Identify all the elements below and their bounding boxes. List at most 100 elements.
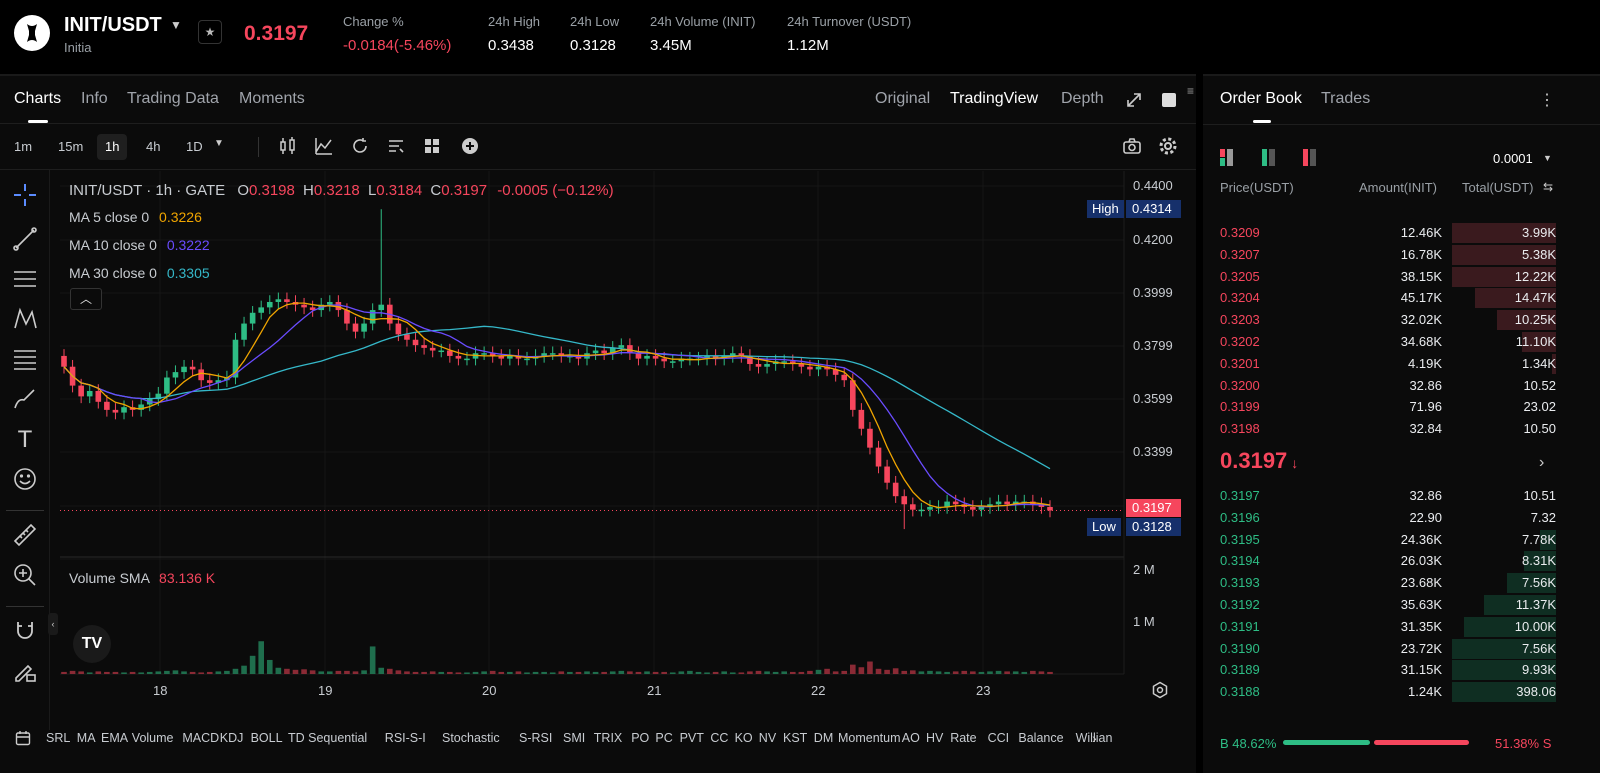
- timeframe-4h[interactable]: 4h: [146, 139, 161, 154]
- bid-row[interactable]: 0.3189 31.15K 9.93K: [1203, 659, 1600, 681]
- tradingview-logo-icon[interactable]: TV: [73, 625, 111, 663]
- view-asks-icon[interactable]: [1303, 149, 1325, 167]
- ask-row[interactable]: 0.3200 32.86 10.52: [1203, 375, 1600, 397]
- indicator-item[interactable]: AO: [901, 731, 920, 745]
- timeframe-1m[interactable]: 1m: [14, 139, 33, 154]
- indicator-item[interactable]: MACD: [182, 731, 220, 745]
- timeframe-1d[interactable]: 1D: [186, 139, 203, 154]
- calendar-icon[interactable]: [15, 730, 31, 746]
- indicator-item[interactable]: TRIX: [593, 731, 623, 745]
- ruler-icon[interactable]: [12, 522, 38, 548]
- bid-row[interactable]: 0.3197 32.86 10.51: [1203, 485, 1600, 507]
- view-tradingview[interactable]: TradingView: [950, 90, 1039, 107]
- bid-row[interactable]: 0.3191 31.35K 10.00K: [1203, 616, 1600, 638]
- view-both-icon[interactable]: [1220, 149, 1242, 167]
- ask-row[interactable]: 0.3203 32.02K 10.25K: [1203, 309, 1600, 331]
- indicator-item[interactable]: PC: [655, 731, 673, 745]
- tab-moments[interactable]: Moments: [239, 90, 305, 107]
- tab-trading-data[interactable]: Trading Data: [127, 90, 219, 107]
- indicator-item[interactable]: KST: [783, 731, 808, 745]
- indicator-item[interactable]: Momentum: [838, 731, 901, 745]
- zoom-in-icon[interactable]: [12, 562, 38, 588]
- ask-row[interactable]: 0.3207 16.78K 5.38K: [1203, 244, 1600, 266]
- alert-list-icon[interactable]: [386, 136, 408, 158]
- candle-type-icon[interactable]: [278, 136, 300, 158]
- collapse-toolbar-icon[interactable]: ‹: [48, 613, 58, 635]
- indicator-item[interactable]: S-RSI: [519, 731, 553, 745]
- ask-row[interactable]: 0.3202 34.68K 11.10K: [1203, 331, 1600, 353]
- bid-row[interactable]: 0.3190 23.72K 7.56K: [1203, 638, 1600, 660]
- bid-row[interactable]: 0.3188 1.24K 398.06: [1203, 681, 1600, 703]
- timeframe-1h[interactable]: 1h: [97, 134, 128, 160]
- ask-row[interactable]: 0.3199 71.96 23.02: [1203, 396, 1600, 418]
- swap-total-icon[interactable]: ⇆: [1543, 180, 1554, 194]
- indicator-item[interactable]: TD Sequential: [288, 731, 368, 745]
- lock-drawings-icon[interactable]: [12, 658, 38, 684]
- indicator-scroll-right-icon[interactable]: ›: [1092, 730, 1097, 746]
- panel-menu-icon[interactable]: ≡: [1187, 84, 1195, 98]
- indicator-item[interactable]: Balance: [1018, 731, 1064, 745]
- indicator-item[interactable]: CCI: [987, 731, 1010, 745]
- layouts-grid-icon[interactable]: [422, 136, 444, 158]
- view-bids-icon[interactable]: [1262, 149, 1284, 167]
- tab-info[interactable]: Info: [81, 90, 108, 107]
- emoji-icon[interactable]: [12, 466, 38, 492]
- bid-row[interactable]: 0.3192 35.63K 11.37K: [1203, 594, 1600, 616]
- horizontal-lines-icon[interactable]: [12, 266, 38, 292]
- axis-settings-icon[interactable]: [1151, 681, 1169, 699]
- timeframe-15m[interactable]: 15m: [58, 139, 84, 154]
- favorite-star-icon[interactable]: ★: [198, 20, 222, 44]
- add-compare-icon[interactable]: [460, 136, 482, 158]
- tab-order-book[interactable]: Order Book: [1220, 90, 1302, 107]
- trendline-icon[interactable]: [12, 226, 38, 252]
- settings-gear-icon[interactable]: [1158, 136, 1180, 158]
- indicator-item[interactable]: NV: [758, 731, 777, 745]
- indicator-item[interactable]: HV: [926, 731, 944, 745]
- ask-row[interactable]: 0.3209 12.46K 3.99K: [1203, 222, 1600, 244]
- pair-dropdown-icon[interactable]: ▼: [170, 18, 182, 32]
- text-tool-icon[interactable]: T: [17, 426, 33, 453]
- price-chart[interactable]: [0, 76, 1196, 726]
- fib-retracement-icon[interactable]: [12, 346, 38, 372]
- pattern-icon[interactable]: [12, 306, 38, 332]
- replay-icon[interactable]: [350, 136, 372, 158]
- indicator-item[interactable]: DM: [813, 731, 834, 745]
- indicator-item[interactable]: BOLL: [250, 731, 283, 745]
- bid-row[interactable]: 0.3196 22.90 7.32: [1203, 507, 1600, 529]
- ask-row[interactable]: 0.3205 38.15K 12.22K: [1203, 266, 1600, 288]
- indicator-item[interactable]: Rate: [950, 731, 977, 745]
- ask-row[interactable]: 0.3201 4.19K 1.34K: [1203, 353, 1600, 375]
- tab-trades[interactable]: Trades: [1321, 90, 1371, 107]
- brush-icon[interactable]: [12, 386, 38, 412]
- tab-charts[interactable]: Charts: [14, 90, 62, 107]
- collapse-legend-icon[interactable]: ︿: [70, 288, 102, 310]
- crosshair-icon[interactable]: [12, 182, 38, 208]
- indicator-item[interactable]: PO: [631, 731, 650, 745]
- magnet-icon[interactable]: [12, 618, 38, 644]
- precision-select[interactable]: 0.0001: [1493, 151, 1533, 166]
- indicator-item[interactable]: MA: [76, 731, 96, 745]
- view-depth[interactable]: Depth: [1061, 90, 1104, 107]
- bid-row[interactable]: 0.3195 24.36K 7.78K: [1203, 529, 1600, 551]
- indicators-icon[interactable]: [314, 136, 336, 158]
- indicator-item[interactable]: KDJ: [219, 731, 244, 745]
- camera-snapshot-icon[interactable]: [1122, 136, 1144, 158]
- pair-name[interactable]: INIT/USDT: [64, 14, 162, 36]
- indicator-item[interactable]: CC: [710, 731, 729, 745]
- fullscreen-icon[interactable]: [1125, 91, 1143, 109]
- layout-icon[interactable]: [1162, 93, 1176, 107]
- indicator-item[interactable]: SRL: [46, 731, 71, 745]
- chevron-right-icon[interactable]: ›: [1539, 454, 1545, 471]
- more-menu-icon[interactable]: ⋮: [1539, 92, 1555, 109]
- view-original[interactable]: Original: [875, 90, 931, 107]
- indicator-item[interactable]: Volume: [131, 731, 174, 745]
- indicator-item[interactable]: PVT: [679, 731, 704, 745]
- ask-row[interactable]: 0.3204 45.17K 14.47K: [1203, 287, 1600, 309]
- indicator-item[interactable]: EMA: [101, 731, 129, 745]
- timeframe-dropdown-icon[interactable]: ▼: [214, 138, 224, 149]
- indicator-item[interactable]: SMI: [563, 731, 586, 745]
- indicator-item[interactable]: RSI-S-I: [384, 731, 426, 745]
- indicator-item[interactable]: Willian: [1075, 731, 1113, 745]
- ask-row[interactable]: 0.3198 32.84 10.50: [1203, 418, 1600, 440]
- indicator-item[interactable]: KO: [734, 731, 753, 745]
